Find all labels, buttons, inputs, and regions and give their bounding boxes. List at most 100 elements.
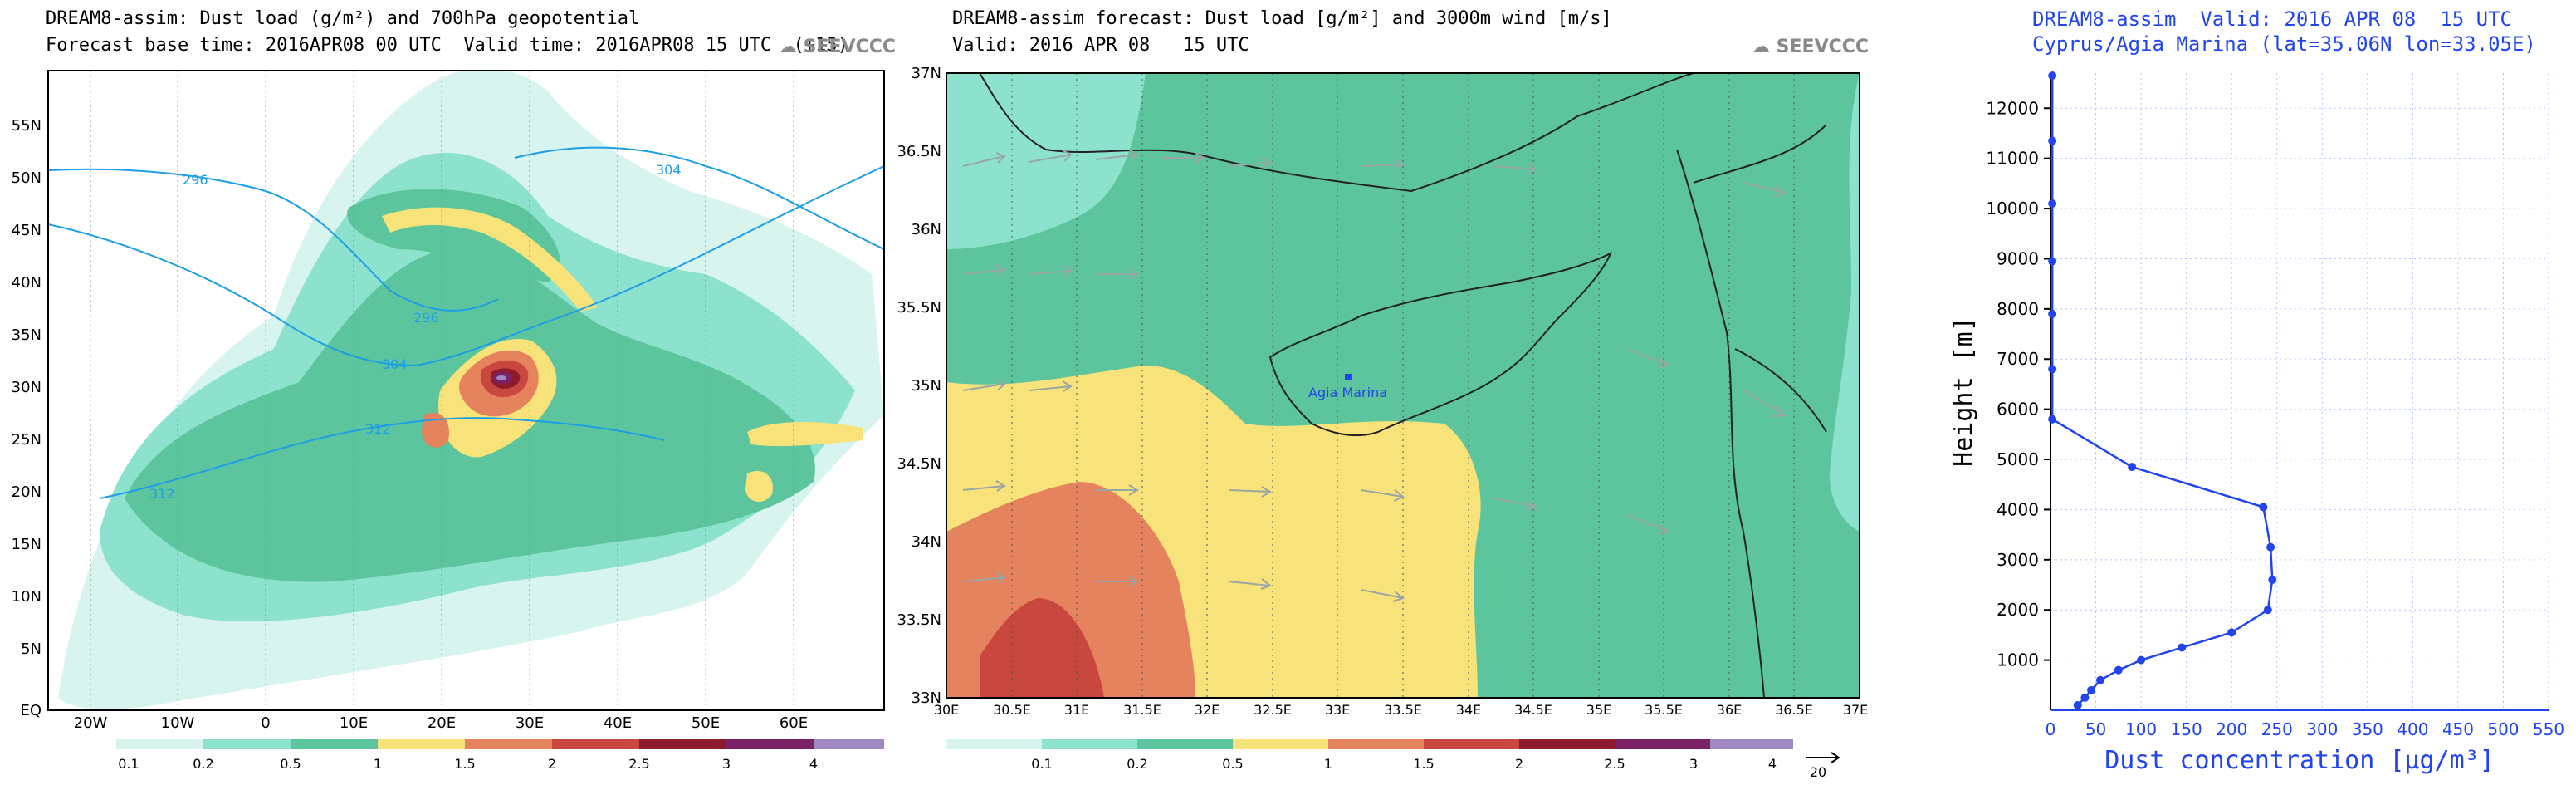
profile-point: [2048, 136, 2057, 145]
profile-point: [2114, 665, 2123, 675]
lat-label: EQ: [20, 702, 42, 719]
legend-label: 3: [1689, 756, 1698, 772]
profile-point: [2048, 71, 2057, 81]
wind-arrow: [1626, 348, 1671, 368]
wind-arrow: [1228, 578, 1273, 590]
lat-label: 36N: [912, 221, 941, 238]
y-tick-label: 1000: [1997, 650, 2039, 670]
lon-label: 60E: [780, 714, 808, 732]
contour-296: [48, 168, 499, 312]
wind-arrow: [962, 572, 1006, 583]
dust-load-map-panel: DREAM8-assim: Dust load (g/m²) and 700hP…: [0, 0, 897, 785]
lon-label: 31.5E: [1123, 702, 1161, 718]
profile-point: [2087, 685, 2096, 694]
legend-label: 0.5: [1222, 756, 1243, 772]
profile-point: [2080, 693, 2090, 702]
profile-series: [2048, 71, 2277, 709]
cyprus-zoom-map-panel: DREAM8-assim forecast: Dust load [g/m²] …: [897, 0, 1884, 785]
left-map-svg: 55N 50N 45N 40N 35N 30N 25N 20N 15N 10N …: [12, 70, 885, 772]
y-tick-label: 7000: [1997, 349, 2039, 369]
profile-chart-svg: 0 50 100 150 200 250 300 350 400 450 500 550 1000 20…: [1949, 71, 2564, 775]
profile-point: [2048, 199, 2057, 209]
lat-label: 20N: [12, 483, 42, 501]
mid-coastlines: [979, 73, 1827, 698]
profile-y-tick-labels: 1000 2000 3000 4000 5000 6000 7000 8000 9000 1000…: [1986, 98, 2039, 670]
legend-label: 2: [1515, 756, 1523, 772]
legend-label: 0.2: [1127, 756, 1147, 772]
wind-arrow: [1361, 489, 1405, 502]
dust-level-4: [496, 375, 506, 380]
profile-title-line1: DREAM8-assim Valid: 2016 APR 08 15 UTC: [2032, 7, 2512, 31]
contour-label: 312: [365, 421, 391, 437]
profile-x-axis-label: Dust concentration [μg/m³]: [2104, 746, 2495, 775]
legend-label: 0.2: [193, 756, 213, 772]
lon-label: 36.5E: [1775, 702, 1813, 718]
y-tick-label: 8000: [1997, 299, 2039, 319]
mid-map-subtitle: Valid: 2016 APR 08 15 UTC: [952, 35, 1249, 56]
left-map-subtitle: Forecast base time: 2016APR08 00 UTC Val…: [46, 35, 848, 56]
y-tick-label: 11000: [1986, 149, 2039, 169]
left-colorbar: [116, 739, 884, 749]
profile-grid: [2050, 73, 2549, 710]
profile-point: [2259, 503, 2268, 512]
lat-label: 35.5N: [897, 299, 941, 316]
profile-point: [2268, 575, 2277, 584]
dust-level-1-gulf: [745, 470, 773, 503]
wind-reference-label: 20: [1810, 764, 1826, 780]
lat-label: 50N: [12, 169, 42, 187]
lon-label: 10W: [161, 714, 195, 732]
lon-label: 0: [261, 714, 270, 732]
x-tick-label: 100: [2125, 719, 2157, 739]
profile-point: [2073, 700, 2082, 709]
dust-level-1-east: [747, 422, 863, 447]
lon-label: 31E: [1064, 702, 1089, 718]
y-tick-label: 3000: [1997, 550, 2039, 570]
lat-label: 40N: [12, 274, 42, 292]
wind-arrow: [1361, 589, 1405, 602]
profile-point: [2048, 365, 2057, 374]
legend-label: 1: [1324, 756, 1332, 772]
cloud-icon: ☁: [1752, 37, 1770, 57]
mid-colorbar-labels: 0.1 0.2 0.5 1 1.5 2 2.5 3 4: [1031, 756, 1777, 772]
wind-arrow: [962, 264, 1006, 276]
lat-label: 10N: [12, 588, 42, 606]
lon-label: 33.5E: [1384, 702, 1422, 718]
profile-x-tick-labels: 0 50 100 150 200 250 300 350 400 450 500 550: [2046, 719, 2564, 739]
lon-label: 36E: [1717, 702, 1742, 718]
mid-dust-field: [946, 73, 1860, 698]
y-tick-label: 9000: [1997, 248, 2039, 268]
contour-label: 304: [656, 162, 682, 178]
x-tick-label: 500: [2487, 719, 2519, 739]
lon-label: 35.5E: [1645, 702, 1683, 718]
mid-colorbar: [946, 739, 1793, 749]
lon-label: 50E: [692, 714, 720, 732]
lon-label: 30E: [934, 702, 959, 718]
dust-band-2: [980, 598, 1104, 698]
contour-304: [48, 165, 884, 367]
x-tick-label: 50: [2085, 719, 2106, 739]
wind-arrow: [1493, 163, 1538, 174]
legend-label: 3: [722, 756, 731, 772]
lat-label: 25N: [12, 431, 42, 449]
left-map-frame: [47, 70, 885, 711]
lat-label: 34N: [912, 533, 941, 551]
legend-label: 0.1: [118, 756, 139, 772]
x-tick-label: 0: [2046, 719, 2056, 739]
profile-point: [2048, 309, 2057, 318]
wind-arrow: [1029, 150, 1073, 163]
wind-arrow: [1228, 486, 1272, 498]
lat-label: 30N: [12, 379, 42, 396]
mid-lat-labels: 37N 36.5N 36N 35.5N 35N 34.5N 34N 33.5N …: [897, 65, 941, 707]
left-dust-field: [58, 71, 884, 709]
profile-point: [2137, 655, 2146, 665]
wind-arrow: [1029, 380, 1073, 392]
profile-point: [2263, 606, 2272, 615]
wind-arrow: [1095, 149, 1139, 161]
y-tick-label: 5000: [1997, 449, 2039, 469]
lon-label: 34.5E: [1514, 702, 1552, 718]
border-line: [1693, 124, 1827, 433]
wind-arrow: [962, 480, 1006, 492]
left-lon-labels: 20W 10W 0 10E 20E 30E 40E 50E 60E: [74, 714, 808, 732]
contour-label: 312: [149, 486, 175, 502]
profile-point: [2128, 463, 2137, 472]
